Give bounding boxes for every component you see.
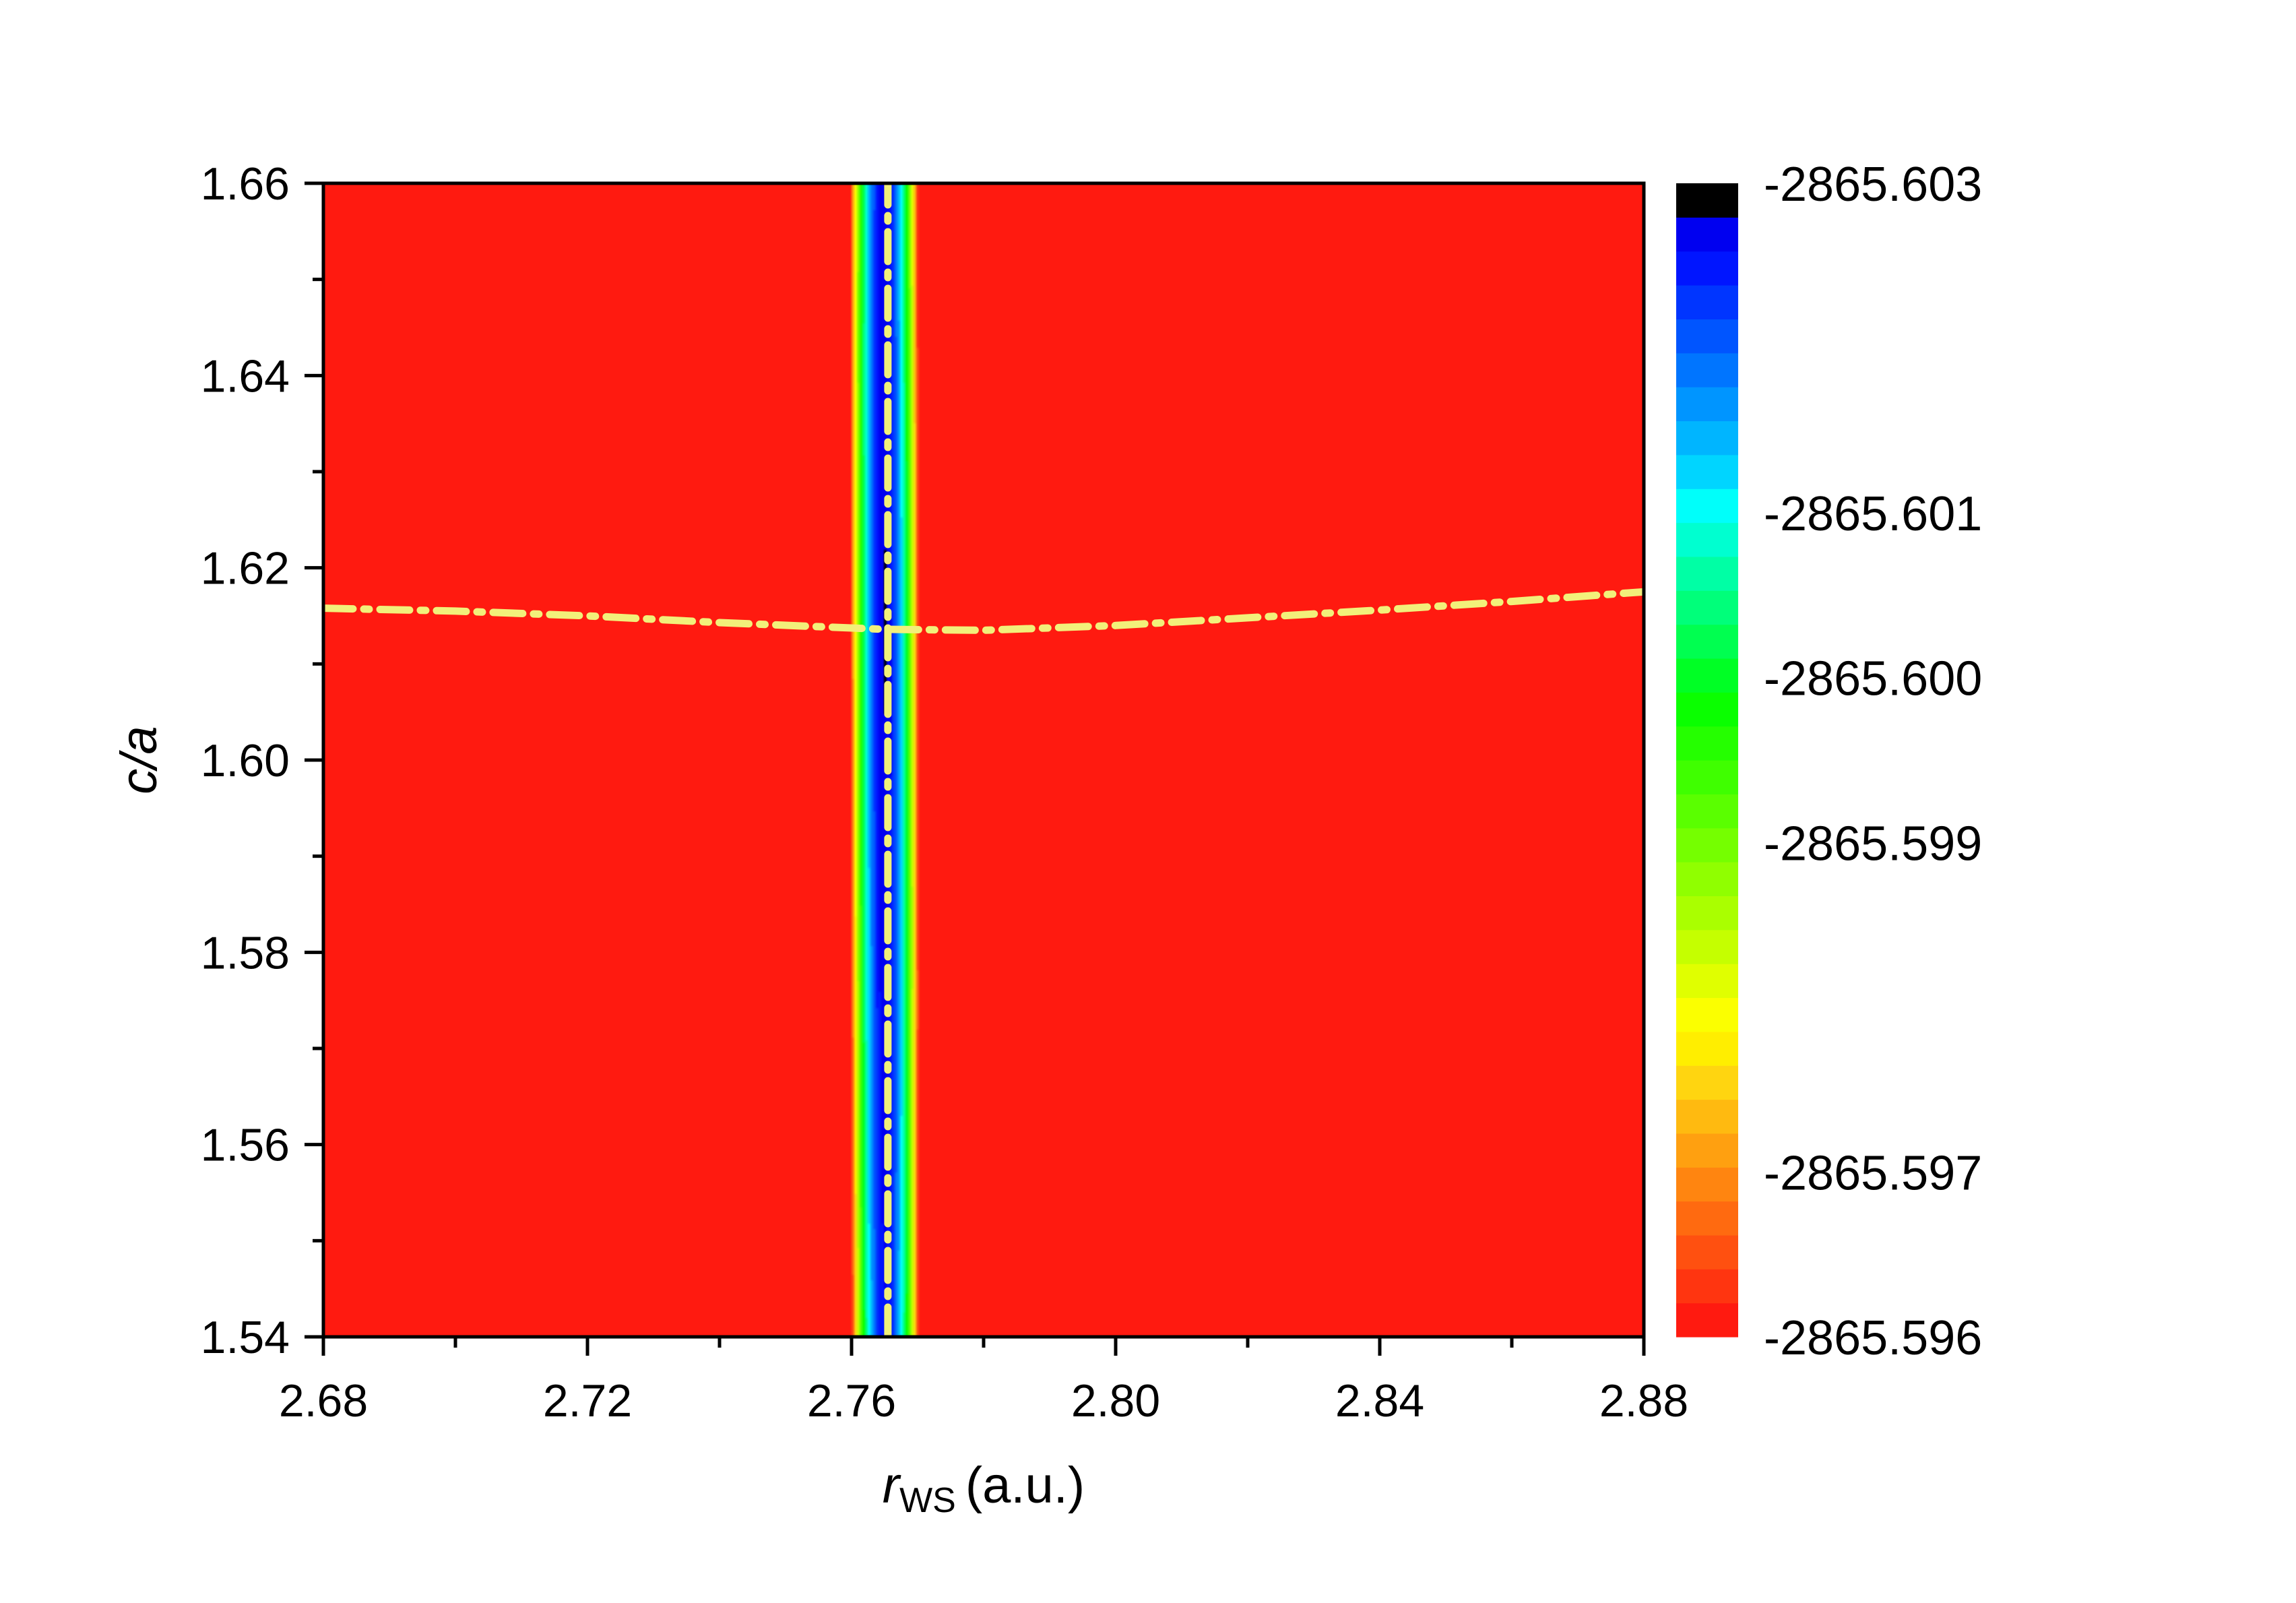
contour-plot-area [323,183,1644,1337]
colorbar-band [1676,760,1738,794]
colorbar-band [1676,352,1738,387]
energy-contour-field [323,183,1644,1337]
colorbar-band [1676,1065,1738,1100]
colorbar-band [1676,1167,1738,1202]
colorbar-band [1676,827,1738,862]
x-tick-label: 2.76 [807,1375,896,1426]
colorbar-band [1676,692,1738,727]
colorbar-band [1676,285,1738,320]
colorbar-band [1676,183,1738,218]
colorbar-band [1676,387,1738,422]
colorbar-tick-label: -2865.599 [1764,817,1982,871]
y-tick-label: 1.54 [201,1312,290,1363]
y-axis-title: c/a [110,726,168,794]
colorbar-tick-label: -2865.597 [1764,1146,1982,1200]
colorbar-band [1676,1031,1738,1066]
y-tick-label: 1.58 [201,927,290,978]
colorbar-tick-label: -2865.603 [1764,158,1982,212]
optimal-c-a-line [323,588,1644,634]
x-axis-title-symbol: r [883,1457,901,1514]
minimum-lines [323,183,1644,1337]
colorbar-band [1676,590,1738,625]
x-tick-label: 2.88 [1599,1375,1688,1426]
y-tick-label: 1.66 [201,158,290,210]
colorbar-band [1676,522,1738,557]
colorbar-band [1676,217,1738,252]
colorbar-band [1676,1133,1738,1168]
colorbar-band [1676,1201,1738,1236]
x-tick-label: 2.80 [1071,1375,1160,1426]
colorbar-band [1676,1302,1738,1338]
colorbar-band [1676,964,1738,999]
colorbar-band [1676,997,1738,1032]
x-tick-label: 2.84 [1335,1375,1424,1426]
y-tick-label: 1.62 [201,543,290,594]
colorbar-band [1676,489,1738,524]
x-axis-title: rWS (a.u.) [883,1457,1085,1520]
colorbar-band [1676,1234,1738,1269]
colorbar-band [1676,862,1738,897]
colorbar-tick-label: -2865.601 [1764,487,1982,541]
x-tick-label: 2.68 [279,1375,368,1426]
colorbar-band [1676,251,1738,286]
colorbar-band [1676,1099,1738,1134]
colorbar-tick-label: -2865.596 [1764,1311,1982,1365]
colorbar-band [1676,895,1738,931]
colorbar-band [1676,658,1738,693]
colorbar [1676,183,1738,1338]
x-tick-label: 2.72 [543,1375,632,1426]
y-tick-label: 1.60 [201,735,290,786]
colorbar-band [1676,420,1738,455]
x-axis-title-unit: (a.u.) [965,1457,1085,1514]
colorbar-labels: -2865.603 -2865.601 -2865.600 -2865.599 -286… [1764,158,1982,1365]
colorbar-band [1676,726,1738,761]
colorbar-band [1676,556,1738,591]
colorbar-band [1676,1269,1738,1304]
y-tick-label: 1.64 [201,350,290,402]
x-axis: 2.68 2.72 2.76 2.80 2.84 2.88 [279,1337,1688,1426]
colorbar-band [1676,794,1738,829]
colorbar-band [1676,624,1738,659]
y-tick-label: 1.56 [201,1120,290,1171]
colorbar-band [1676,454,1738,489]
colorbar-band [1676,929,1738,964]
colorbar-tick-label: -2865.600 [1764,652,1982,706]
x-axis-title-subscript: WS [899,1481,956,1520]
y-axis: 1.54 1.56 1.58 1.60 1.62 1.64 1.66 [201,158,323,1363]
colorbar-band [1676,319,1738,354]
